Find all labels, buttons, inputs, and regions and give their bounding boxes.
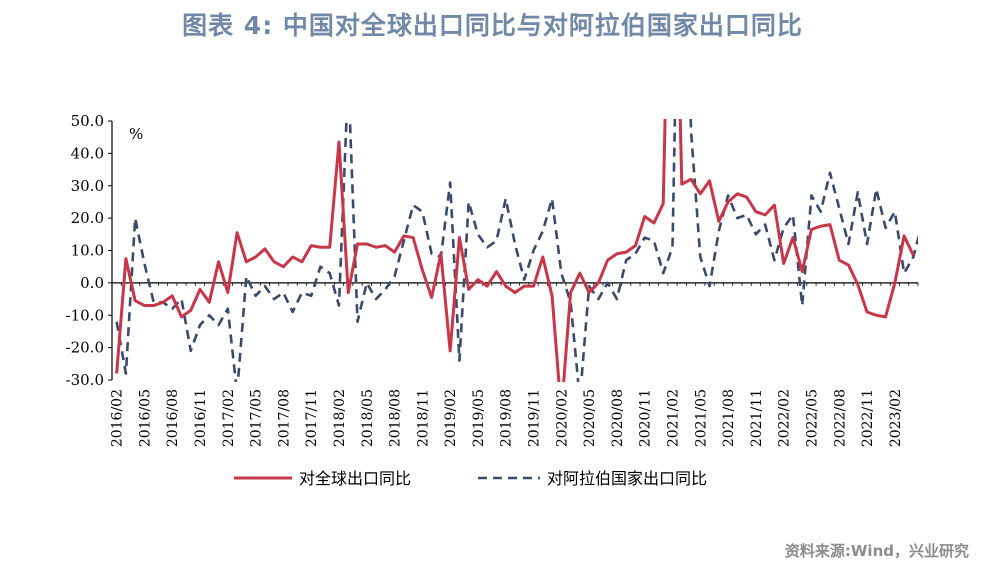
x-tick-label: 2021/11: [749, 389, 765, 447]
y-tick-label: -30.0: [66, 371, 104, 389]
x-tick-label: 2020/05: [582, 389, 598, 447]
x-tick-label: 2019/08: [499, 389, 515, 447]
x-tick-label: 2022/08: [832, 389, 848, 447]
series-arab-exports-line: [115, 119, 918, 382]
x-tick-label: 2022/05: [804, 389, 820, 447]
x-tick-label: 2018/02: [332, 389, 348, 447]
y-tick-label: 0.0: [80, 274, 104, 292]
x-tick-label: 2019/11: [527, 389, 543, 447]
source-note: 资料来源:Wind，兴业研究: [784, 542, 969, 560]
y-tick-label: 40.0: [71, 144, 104, 162]
y-tick-label: -20.0: [66, 339, 104, 357]
x-tick-label: 2020/08: [610, 389, 626, 447]
x-tick-label: 2020/11: [638, 389, 654, 447]
y-tick-label: 30.0: [71, 177, 104, 195]
x-tick-label: 2017/05: [249, 389, 265, 447]
x-tick-label: 2016/02: [110, 389, 126, 447]
x-tick-label: 2016/11: [193, 389, 209, 447]
legend: 对全球出口同比 对阿拉伯国家出口同比: [234, 469, 707, 488]
series-global-exports-line: [115, 119, 915, 382]
series-lines: [115, 119, 918, 382]
x-tick-label: 2017/08: [276, 389, 292, 447]
x-tick-label: 2020/02: [554, 389, 570, 447]
x-tick-label: 2019/02: [443, 389, 459, 447]
x-tick-label: 2019/05: [471, 389, 487, 447]
x-tick-label: 2023/02: [888, 389, 904, 447]
x-tick-label: 2018/05: [360, 389, 376, 447]
axes: 50.0 40.0 30.0 20.0 10.0 0.0 -10.0 -20.0 -30.0% 2…: [66, 112, 919, 447]
x-tick-label: 2022/02: [777, 389, 793, 447]
x-tick-label: 2018/08: [388, 389, 404, 447]
y-tick-label: -10.0: [66, 306, 104, 324]
y-tick-label: 50.0: [71, 112, 104, 130]
x-tick-label: 2017/11: [304, 389, 320, 447]
y-tick-label: 20.0: [71, 209, 104, 227]
x-tick-label: 2016/08: [165, 389, 181, 447]
legend-label-arab: 对阿拉伯国家出口同比: [547, 469, 707, 488]
chart-title: 图表 4: 中国对全球出口同比与对阿拉伯国家出口同比: [182, 11, 803, 40]
y-tick-label: 10.0: [71, 242, 104, 260]
x-tick-label: 2021/02: [665, 389, 681, 447]
x-tick-label: 2022/11: [860, 389, 876, 447]
x-tick-label: 2016/05: [137, 389, 153, 447]
y-unit-label: %: [129, 125, 143, 143]
x-tick-label: 2017/02: [221, 389, 237, 447]
legend-label-global: 对全球出口同比: [299, 469, 411, 488]
x-tick-label: 2018/11: [415, 389, 431, 447]
x-tick-label: 2021/05: [693, 389, 709, 447]
x-tick-label: 2021/08: [721, 389, 737, 447]
